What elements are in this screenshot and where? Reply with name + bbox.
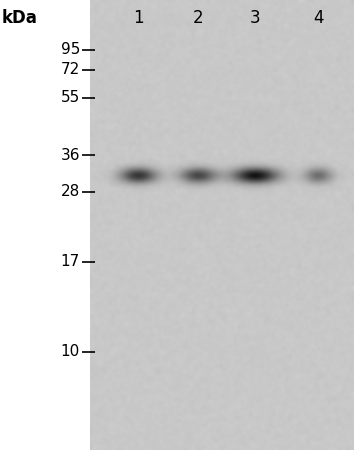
Bar: [0, 0, 90, 450]
Text: 2: 2: [193, 9, 203, 27]
Text: 10: 10: [61, 345, 80, 360]
Text: 3: 3: [250, 9, 260, 27]
Text: kDa: kDa: [2, 9, 38, 27]
Text: 72: 72: [61, 63, 80, 77]
Text: 17: 17: [61, 255, 80, 270]
Text: 95: 95: [61, 42, 80, 58]
Text: 4: 4: [313, 9, 323, 27]
Text: 28: 28: [61, 184, 80, 199]
Text: 1: 1: [133, 9, 143, 27]
Text: 55: 55: [61, 90, 80, 105]
Text: 36: 36: [61, 148, 80, 162]
